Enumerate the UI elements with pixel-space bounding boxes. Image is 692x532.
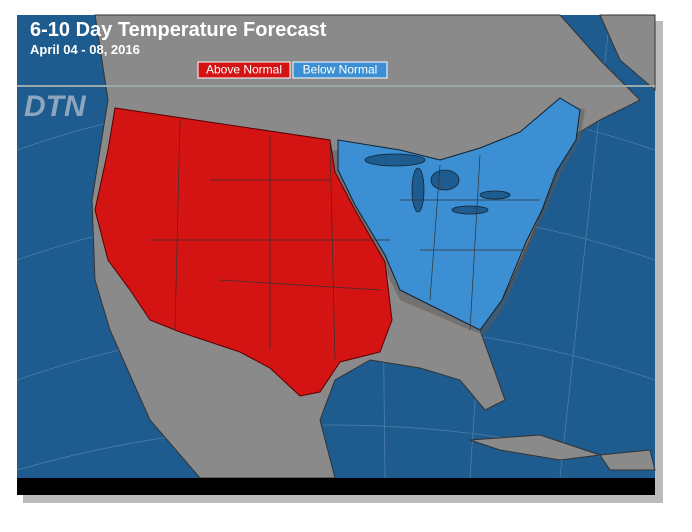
title: 6-10 Day Temperature Forecast <box>30 19 327 41</box>
logo: DTN <box>24 90 87 123</box>
subtitle: April 04 - 08, 2016 <box>30 42 140 57</box>
legend-label: Above Normal <box>206 63 282 77</box>
legend-swatch <box>292 61 388 79</box>
cuba <box>469 434 601 461</box>
legend-label: Below Normal <box>303 63 378 77</box>
land-northeast <box>599 14 656 92</box>
hispaniola <box>599 449 656 471</box>
bottom-bar <box>17 478 655 495</box>
legend-swatch <box>197 61 291 79</box>
state-borders <box>150 119 540 361</box>
great-lakes <box>364 153 511 215</box>
